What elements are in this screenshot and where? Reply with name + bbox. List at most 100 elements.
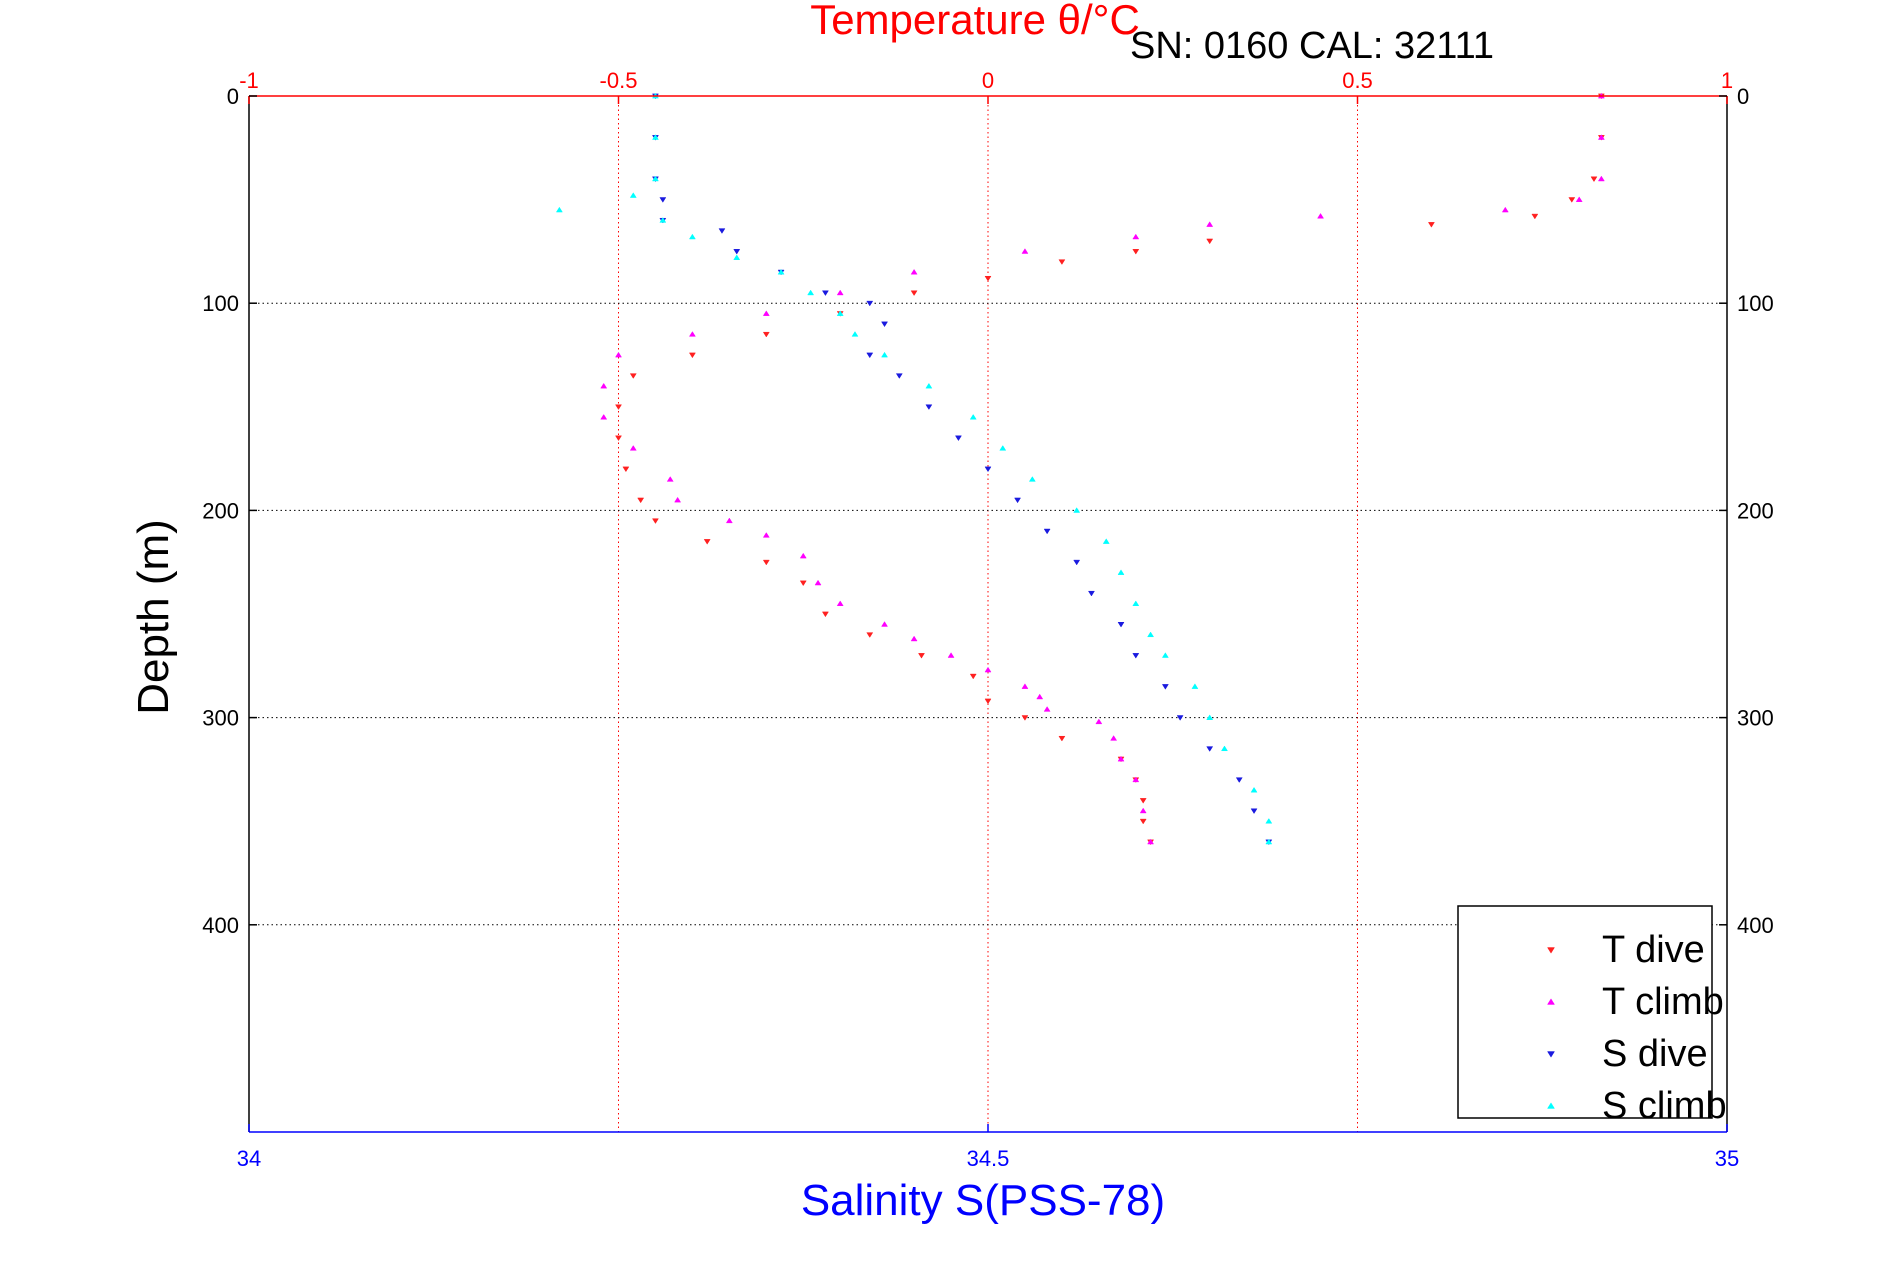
data-point — [629, 192, 637, 198]
data-point — [925, 382, 933, 389]
y-tick-label-right: 300 — [1737, 706, 1774, 731]
data-point — [1590, 176, 1598, 183]
data-point — [1021, 683, 1029, 689]
top-tick-label: 1 — [1721, 68, 1733, 93]
data-point — [1132, 653, 1140, 659]
data-point — [836, 289, 844, 296]
axes: -1 -0.5 0 0.5 1 34 34.5 35 0 0 100 100 200 200 300 300 4… — [202, 68, 1773, 1171]
bottom-tick-label: 34 — [237, 1146, 261, 1171]
data-point — [1427, 222, 1435, 228]
data-point — [1147, 631, 1155, 638]
legend-marker — [1547, 998, 1555, 1005]
y-tick-label-left: 200 — [202, 498, 239, 523]
legend-box — [1457, 905, 1713, 1119]
top-tick-label: 0 — [982, 68, 994, 93]
data-point — [984, 275, 992, 282]
data-point — [1501, 206, 1509, 213]
data-point — [777, 268, 785, 275]
data-point — [666, 476, 674, 482]
data-point — [1043, 528, 1051, 535]
data-point — [910, 290, 918, 297]
data-point — [999, 445, 1007, 451]
top-tick-label: -1 — [239, 68, 259, 93]
data-point — [674, 496, 682, 503]
data-point — [1028, 476, 1036, 482]
legend-label: S dive — [1602, 1033, 1708, 1075]
data-point — [1139, 798, 1147, 804]
data-point — [733, 254, 741, 260]
y-tick-label-left: 100 — [202, 291, 239, 316]
data-point — [600, 382, 608, 389]
data-point — [1088, 590, 1095, 597]
data-point — [1139, 807, 1147, 814]
data-point — [910, 635, 918, 642]
data-point — [910, 268, 918, 275]
data-point — [984, 666, 992, 673]
data-point — [1265, 838, 1273, 845]
bottom-tick-label: 34.5 — [967, 1146, 1010, 1171]
legend-marker — [1547, 947, 1555, 954]
legend-label: T climb — [1602, 981, 1724, 1023]
data-point — [1221, 745, 1228, 752]
data-point — [1073, 507, 1081, 513]
data-point — [762, 331, 770, 338]
data-point — [659, 217, 667, 223]
data-point — [651, 175, 659, 182]
series-s-dive — [651, 93, 1273, 846]
data-point — [881, 621, 888, 627]
chart-title: Temperature θ/°C — [810, 0, 1140, 43]
top-tick-label: -0.5 — [600, 68, 638, 93]
data-point — [1575, 196, 1583, 202]
data-point — [836, 600, 844, 606]
y-tick-label-left: 0 — [227, 84, 239, 109]
bottom-axis-label: Salinity S(PSS-78) — [801, 1176, 1165, 1225]
data-point — [821, 611, 829, 618]
data-point — [1117, 569, 1125, 575]
data-point — [688, 331, 696, 337]
data-point — [799, 552, 807, 559]
data-point — [1095, 718, 1103, 725]
y-tick-label-left: 300 — [202, 706, 239, 731]
bottom-tick-label: 35 — [1715, 1146, 1739, 1171]
data-point — [1161, 684, 1169, 690]
data-point — [1531, 213, 1539, 220]
data-point — [984, 466, 992, 473]
data-point — [821, 290, 829, 297]
data-point — [1014, 497, 1022, 504]
data-point — [1132, 600, 1140, 606]
data-point — [762, 310, 770, 316]
data-point — [881, 351, 888, 358]
data-point — [1568, 197, 1576, 203]
data-point — [799, 580, 807, 587]
series-t-climb — [600, 92, 1605, 845]
data-point — [733, 249, 741, 255]
data-point — [1597, 134, 1605, 140]
data-point — [651, 134, 659, 140]
data-point — [866, 632, 874, 638]
data-point — [969, 673, 977, 680]
data-point — [984, 698, 992, 705]
data-point — [1058, 259, 1066, 265]
data-point — [1117, 622, 1125, 628]
y-tick-label-left: 400 — [202, 913, 239, 938]
data-point — [1317, 213, 1325, 219]
data-point — [1206, 221, 1214, 227]
data-point — [1206, 238, 1214, 245]
data-point — [615, 351, 622, 358]
legend: T dive T climb S dive S climb — [1457, 905, 1727, 1127]
data-point — [1132, 233, 1140, 240]
data-point — [622, 466, 630, 473]
legend-marker — [1547, 1102, 1555, 1109]
data-point — [1132, 249, 1140, 255]
data-point — [1073, 559, 1081, 566]
data-point — [1206, 714, 1214, 720]
data-point — [762, 532, 770, 538]
data-point — [954, 435, 962, 442]
data-point — [866, 352, 874, 359]
data-point — [851, 331, 859, 337]
data-point — [814, 579, 822, 586]
data-point — [918, 653, 925, 659]
data-point — [925, 404, 933, 410]
data-point — [762, 559, 770, 566]
y-tick-label-right: 400 — [1737, 913, 1774, 938]
